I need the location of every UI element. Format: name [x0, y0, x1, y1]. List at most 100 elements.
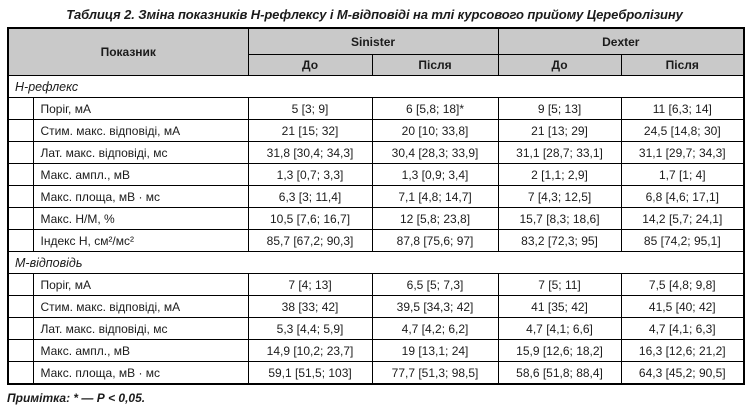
indent-cell — [7, 317, 34, 340]
value-cell: 41,5 [40; 42] — [620, 295, 745, 318]
value-cell: 7 [5; 11] — [497, 273, 622, 296]
table-row: Стим. макс. відповіді, мА 21 [15; 32] 20 [… — [7, 119, 745, 142]
value-cell: 7,5 [4,8; 9,8] — [620, 273, 745, 296]
indent-cell — [7, 185, 34, 208]
value-cell: 6,3 [3; 11,4] — [247, 185, 373, 208]
row-label: Стим. макс. відповіді, мА — [32, 295, 249, 318]
row-label: Стим. макс. відповіді, мА — [32, 119, 249, 142]
value-cell: 4,7 [4,1; 6,3] — [620, 317, 745, 340]
value-cell: 15,7 [8,3; 18,6] — [497, 207, 622, 230]
value-cell: 4,7 [4,1; 6,6] — [497, 317, 622, 340]
value-cell: 10,5 [7,6; 16,7] — [247, 207, 373, 230]
value-cell: 5 [3; 9] — [247, 97, 373, 120]
value-cell: 83,2 [72,3; 95] — [497, 229, 622, 252]
table-row: Макс. ампл., мВ 1,3 [0,7; 3,3] 1,3 [0,9; 3… — [7, 163, 745, 186]
row-label: Макс. площа, мВ · мс — [32, 361, 249, 385]
section-title: Н-рефлекс — [7, 75, 745, 98]
header-sinister-before: До — [247, 54, 373, 76]
value-cell: 21 [15; 32] — [247, 119, 373, 142]
value-cell: 14,9 [10,2; 23,7] — [247, 339, 373, 362]
value-cell: 19 [13,1; 24] — [371, 339, 499, 362]
table-row: Макс. Н/М, % 10,5 [7,6; 16,7] 12 [5,8; 23,… — [7, 207, 745, 230]
header-group-row: Показник Sinister Dexter — [7, 27, 745, 76]
indent-cell — [7, 141, 34, 164]
value-cell: 24,5 [14,8; 30] — [620, 119, 745, 142]
value-cell: 14,2 [5,7; 24,1] — [620, 207, 745, 230]
indent-cell — [7, 207, 34, 230]
table-row: Макс. ампл., мВ 14,9 [10,2; 23,7] 19 [13,1… — [7, 339, 745, 362]
table-body: Н-рефлекс Поріг, мА 5 [3; 9] 6 [5,8; 18]* 9 … — [7, 75, 745, 385]
section-row-0: Н-рефлекс — [7, 75, 745, 98]
section-row-1: М-відповідь — [7, 251, 745, 274]
value-cell: 39,5 [34,3; 42] — [371, 295, 499, 318]
value-cell: 6 [5,8; 18]* — [371, 97, 499, 120]
value-cell: 6,5 [5; 7,3] — [371, 273, 499, 296]
table-title: Таблиця 2. Зміна показників Н-рефлексу і… — [66, 7, 683, 22]
value-cell: 1,3 [0,7; 3,3] — [247, 163, 373, 186]
table-row: Стим. макс. відповіді, мА 38 [33; 42] 39,5… — [7, 295, 745, 318]
value-cell: 85,7 [67,2; 90,3] — [247, 229, 373, 252]
value-cell: 38 [33; 42] — [247, 295, 373, 318]
row-label: Індекс Н, см²/мс² — [32, 229, 249, 252]
value-cell: 31,1 [29,7; 34,3] — [620, 141, 745, 164]
value-cell: 9 [5; 13] — [497, 97, 622, 120]
value-cell: 87,8 [75,6; 97] — [371, 229, 499, 252]
value-cell: 21 [13; 29] — [497, 119, 622, 142]
row-label: Макс. площа, мВ · мс — [32, 185, 249, 208]
indent-cell — [7, 295, 34, 318]
row-label: Макс. ампл., мВ — [32, 339, 249, 362]
value-cell: 64,3 [45,2; 90,5] — [620, 361, 745, 385]
indent-cell — [7, 97, 34, 120]
row-label: Поріг, мА — [32, 97, 249, 120]
indent-cell — [7, 273, 34, 296]
value-cell: 31,1 [28,7; 33,1] — [497, 141, 622, 164]
table-row: Поріг, мА 7 [4; 13] 6,5 [5; 7,3] 7 [5; 11] 7… — [7, 273, 745, 296]
row-label: Макс. ампл., мВ — [32, 163, 249, 186]
row-label: Макс. Н/М, % — [32, 207, 249, 230]
section-title: М-відповідь — [7, 251, 745, 274]
footnote: Примітка: * — Р < 0,05. — [7, 391, 146, 405]
value-cell: 20 [10; 33,8] — [371, 119, 499, 142]
table-row: Лат. макс. відповіді, мс 31,8 [30,4; 34,3… — [7, 141, 745, 164]
row-label: Лат. макс. відповіді, мс — [32, 141, 249, 164]
header-sub-row: До Після До Після — [8, 54, 745, 76]
header-indicator: Показник — [7, 27, 249, 76]
value-cell: 11 [6,3; 14] — [620, 97, 745, 120]
value-cell: 7,1 [4,8; 14,7] — [371, 185, 499, 208]
value-cell: 59,1 [51,5; 103] — [247, 361, 373, 385]
results-table: Показник Sinister Dexter До Після До Піс… — [7, 27, 746, 385]
table-row: Індекс Н, см²/мс² 85,7 [67,2; 90,3] 87,8 [… — [7, 229, 745, 252]
indent-cell — [7, 361, 34, 385]
value-cell: 5,3 [4,4; 5,9] — [247, 317, 373, 340]
value-cell: 7 [4; 13] — [247, 273, 373, 296]
value-cell: 1,7 [1; 4] — [620, 163, 745, 186]
indent-cell — [7, 163, 34, 186]
value-cell: 58,6 [51,8; 88,4] — [497, 361, 622, 385]
value-cell: 77,7 [51,3; 98,5] — [371, 361, 499, 385]
table-row: Макс. площа, мВ · мс 59,1 [51,5; 103] 77,7… — [7, 361, 745, 385]
table-header: Показник Sinister Dexter До Після До Піс… — [7, 27, 745, 76]
value-cell: 7 [4,3; 12,5] — [497, 185, 622, 208]
value-cell: 2 [1,1; 2,9] — [497, 163, 622, 186]
table-row: Поріг, мА 5 [3; 9] 6 [5,8; 18]* 9 [5; 13] 11… — [7, 97, 745, 120]
value-cell: 31,8 [30,4; 34,3] — [247, 141, 373, 164]
value-cell: 15,9 [12,6; 18,2] — [497, 339, 622, 362]
row-label: Поріг, мА — [32, 273, 249, 296]
row-label: Лат. макс. відповіді, мс — [32, 317, 249, 340]
value-cell: 4,7 [4,2; 6,2] — [371, 317, 499, 340]
header-group-sinister: Sinister — [247, 27, 499, 55]
indent-cell — [7, 119, 34, 142]
header-group-dexter: Dexter — [497, 27, 745, 55]
header-sinister-after: Після — [371, 54, 499, 76]
header-dexter-before: До — [497, 54, 622, 76]
value-cell: 85 [74,2; 95,1] — [620, 229, 745, 252]
table-row: Макс. площа, мВ · мс 6,3 [3; 11,4] 7,1 [4,… — [7, 185, 745, 208]
value-cell: 16,3 [12,6; 21,2] — [620, 339, 745, 362]
table-row: Лат. макс. відповіді, мс 5,3 [4,4; 5,9] 4,… — [7, 317, 745, 340]
indent-cell — [7, 229, 34, 252]
indent-cell — [7, 339, 34, 362]
value-cell: 1,3 [0,9; 3,4] — [371, 163, 499, 186]
value-cell: 12 [5,8; 23,8] — [371, 207, 499, 230]
header-dexter-after: Після — [620, 54, 745, 76]
value-cell: 6,8 [4,6; 17,1] — [620, 185, 745, 208]
